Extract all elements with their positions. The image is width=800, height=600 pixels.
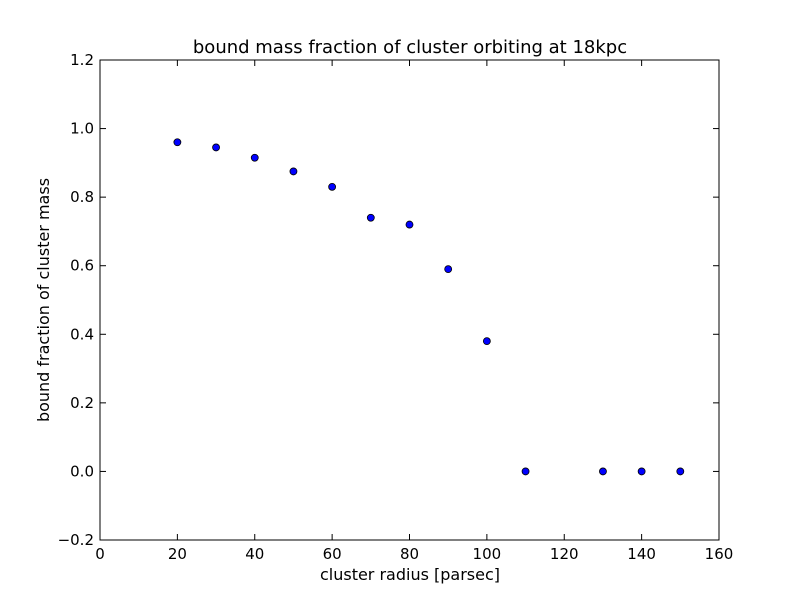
x-tick-label: 100: [473, 545, 502, 563]
data-point: [173, 138, 182, 147]
x-tick-label: 0: [95, 545, 105, 563]
y-tick-label: 1.0: [70, 120, 94, 138]
data-point: [212, 143, 220, 152]
data-point: [328, 182, 337, 191]
data-point: [444, 265, 453, 274]
y-tick-label: 0.6: [70, 257, 94, 275]
y-tick-label: 0.8: [70, 188, 94, 206]
y-axis-label: bound fraction of cluster mass: [34, 178, 53, 422]
x-tick-label: 80: [400, 545, 419, 563]
y-tick-label: 1.2: [70, 51, 94, 69]
data-point: [637, 467, 646, 476]
y-tick-label: 0.4: [70, 325, 94, 343]
x-tick-label: 160: [705, 545, 734, 563]
data-point: [599, 467, 607, 476]
x-axis: 0 20 40 60 80 100 120 140 160: [95, 60, 733, 563]
chart-title: bound mass fraction of cluster orbiting …: [193, 37, 627, 58]
data-point: [405, 220, 414, 229]
x-tick-label: 40: [245, 545, 264, 563]
y-tick-label: 0.2: [70, 394, 94, 412]
y-tick-label: 0.0: [70, 462, 94, 480]
x-axis-label: cluster radius [parsec]: [320, 565, 500, 584]
y-tick-label: −0.2: [58, 531, 94, 549]
x-tick-label: 140: [627, 545, 656, 563]
plot-area: [99, 59, 720, 541]
data-point: [289, 167, 298, 176]
data-point: [482, 337, 491, 346]
data-point: [676, 467, 685, 476]
x-tick-label: 20: [168, 545, 187, 563]
x-tick-label: 120: [550, 545, 579, 563]
data-point: [250, 153, 259, 162]
x-tick-label: 60: [323, 545, 342, 563]
scatter-series: [173, 138, 685, 476]
data-point: [521, 467, 530, 476]
data-point: [366, 213, 375, 222]
y-axis: −0.2 0.0 0.2 0.4 0.6 0.8 1.0 1.2: [58, 51, 719, 549]
